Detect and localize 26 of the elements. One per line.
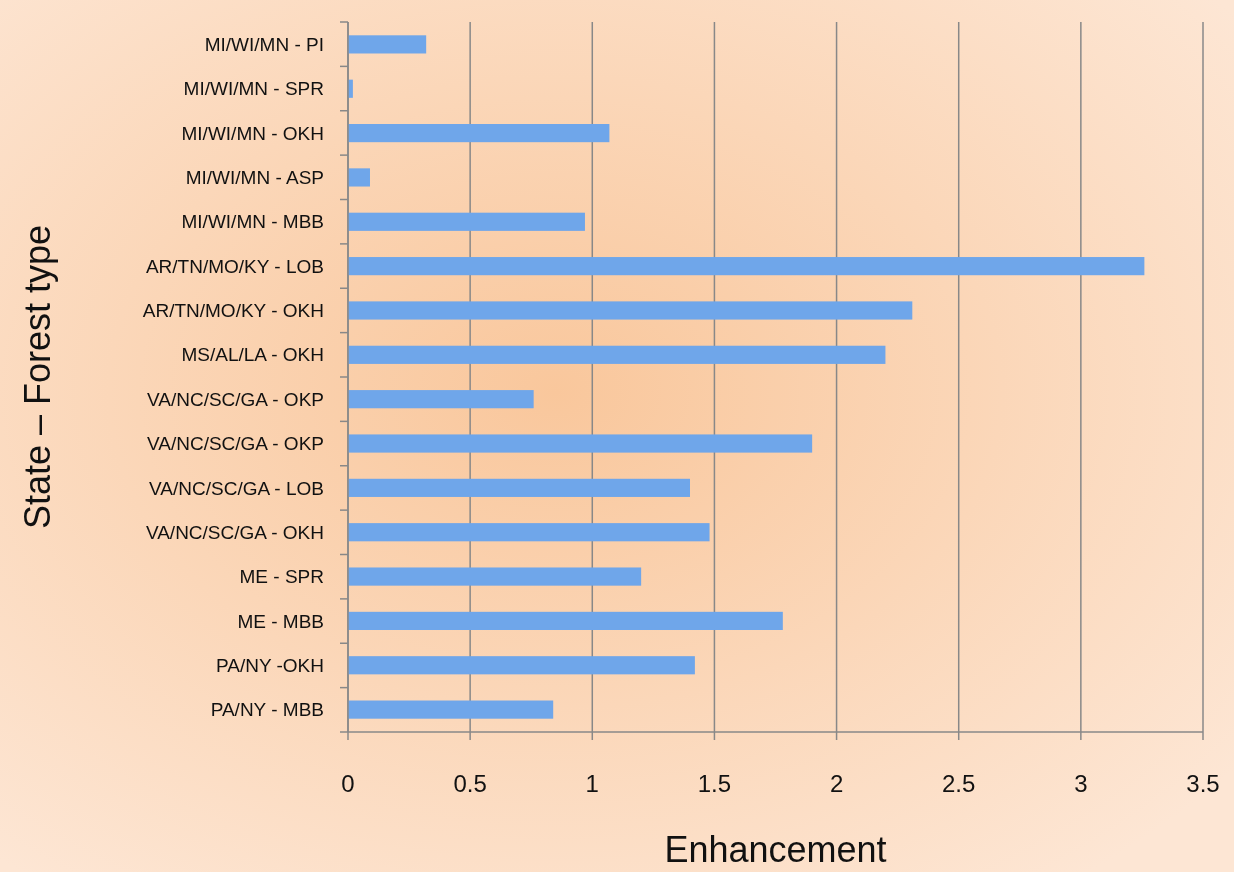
y-axis-title: State – Forest type — [17, 224, 58, 530]
y-tick-label: MI/WI/MN - OKH — [181, 122, 324, 144]
y-tick-label: MI/WI/MN - ASP — [185, 167, 324, 189]
x-tick-label: 0 — [341, 770, 355, 797]
x-tick-label: 0.5 — [453, 770, 487, 797]
y-tick-label: VA/NC/SC/GA - OKP — [146, 388, 324, 410]
x-tick-label: 3 — [1074, 770, 1088, 797]
y-tick-label: AR/TN/MO/KY - OKH — [142, 300, 324, 322]
x-axis-title: Enhancement — [664, 829, 887, 870]
x-tick-label: 3.5 — [1186, 770, 1220, 797]
y-tick-label: AR/TN/MO/KY - LOB — [145, 255, 324, 277]
y-tick-label: MI/WI/MN - SPR — [183, 78, 324, 100]
x-tick-label: 1 — [585, 770, 599, 797]
y-tick-label: MI/WI/MN - PI — [204, 34, 324, 56]
y-tick-label: MS/AL/LA - OKH — [181, 344, 324, 366]
y-tick-label: ME - MBB — [237, 610, 324, 632]
x-tick-label: 1.5 — [697, 770, 732, 797]
y-tick-label: PA/NY - MBB — [210, 699, 324, 721]
y-tick-label: PA/NY -OKH — [215, 654, 324, 676]
y-tick-label: MI/WI/MN - MBB — [181, 211, 324, 233]
x-tick-label: 2 — [829, 770, 844, 797]
x-tick-label: 2.5 — [942, 770, 976, 797]
y-tick-label: VA/NC/SC/GA - OKP — [146, 433, 324, 455]
y-tick-label: ME - SPR — [239, 566, 324, 588]
y-tick-label: VA/NC/SC/GA - LOB — [149, 477, 324, 499]
y-tick-label: VA/NC/SC/GA - OKH — [145, 521, 324, 543]
